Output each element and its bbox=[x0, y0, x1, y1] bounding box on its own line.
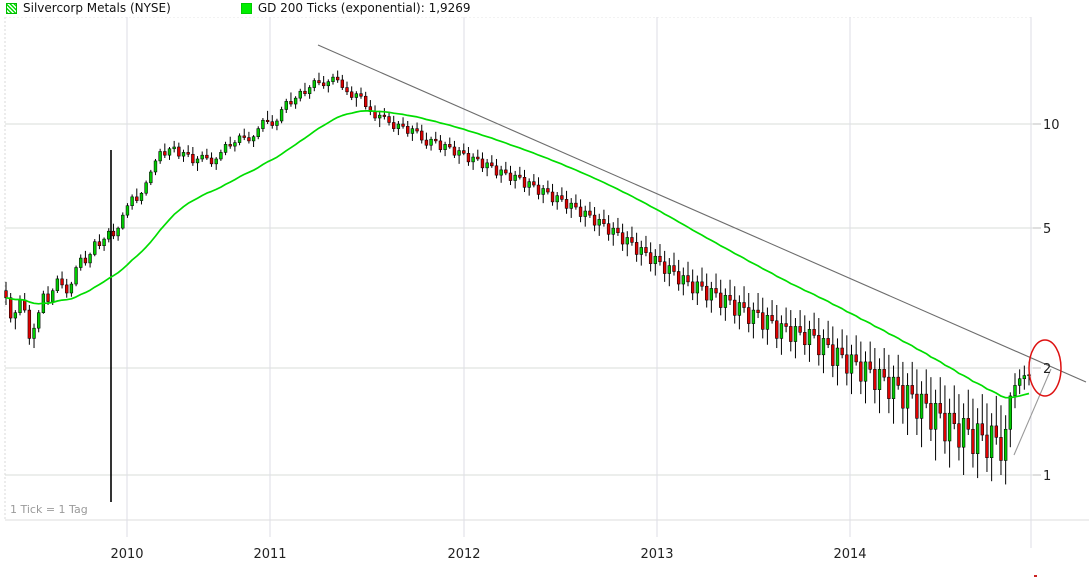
svg-text:2012: 2012 bbox=[447, 547, 480, 562]
annotation-ellipse bbox=[1028, 339, 1062, 397]
legend-item-price[interactable]: Silvercorp Metals (NYSE) bbox=[6, 0, 171, 17]
annotation-pointer-line bbox=[1013, 368, 1052, 456]
svg-text:1: 1 bbox=[1043, 469, 1051, 484]
y-axis-tick-labels: 10 5 2 1 bbox=[1043, 118, 1060, 484]
chart-legend: Silvercorp Metals (NYSE) GD 200 Ticks (e… bbox=[0, 0, 1089, 17]
plot-background bbox=[4, 17, 1031, 520]
candlestick-series bbox=[4, 70, 1031, 485]
svg-text:10: 10 bbox=[1043, 118, 1060, 133]
tick-interval-note: 1 Tick = 1 Tag bbox=[10, 503, 88, 516]
price-chart-svg[interactable]: 10 5 2 1 2010 2011 2012 2013 2014 1 Tick = 1 Ta… bbox=[0, 17, 1089, 577]
legend-item-ema[interactable]: GD 200 Ticks (exponential): 1,9269 bbox=[240, 0, 471, 17]
green-hatched-square-icon bbox=[6, 3, 17, 14]
svg-text:2011: 2011 bbox=[253, 547, 286, 562]
svg-text:2: 2 bbox=[1043, 362, 1051, 377]
svg-text:2014: 2014 bbox=[833, 547, 866, 562]
svg-text:2013: 2013 bbox=[640, 547, 673, 562]
x-axis-tick-labels: 2010 2011 2012 2013 2014 bbox=[110, 547, 866, 562]
chart-plot-area[interactable]: 10 5 2 1 2010 2011 2012 2013 2014 1 Tick = 1 Ta… bbox=[0, 17, 1089, 577]
corner-marker-dot bbox=[1034, 575, 1037, 577]
plot-frame bbox=[4, 17, 1089, 521]
svg-text:5: 5 bbox=[1043, 222, 1051, 237]
ema-200-line bbox=[5, 110, 1030, 399]
downtrend-line[interactable] bbox=[317, 44, 1087, 383]
svg-text:2010: 2010 bbox=[110, 547, 143, 562]
legend-label-ema: GD 200 Ticks (exponential): 1,9269 bbox=[257, 1, 471, 15]
legend-label-price: Silvercorp Metals (NYSE) bbox=[23, 1, 171, 15]
vertical-gridlines bbox=[126, 17, 1032, 548]
green-solid-square-icon bbox=[240, 3, 252, 14]
